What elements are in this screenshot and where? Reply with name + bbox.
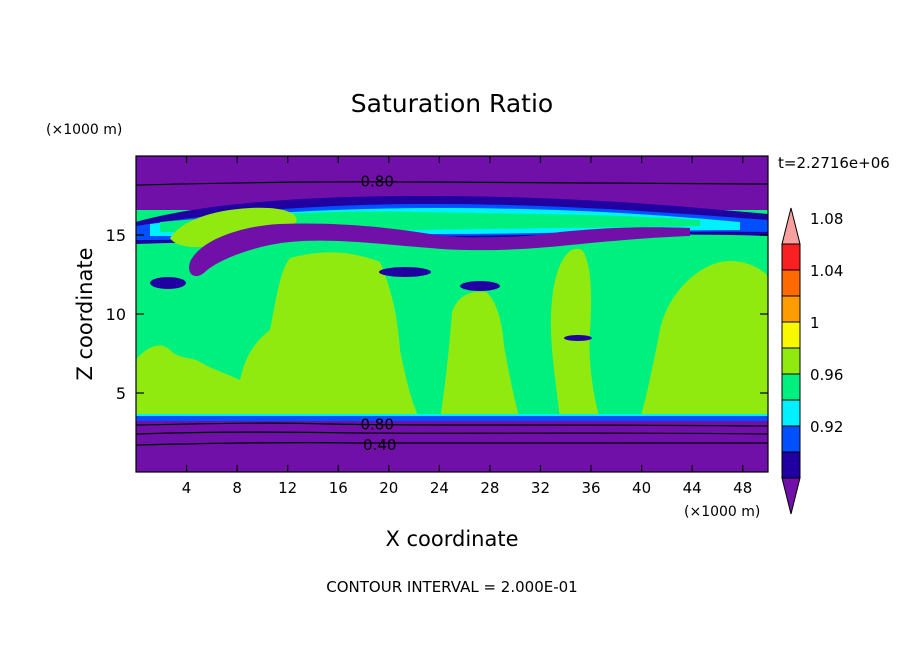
contour-label: 0.80	[360, 172, 393, 190]
contour-line-lower-a	[136, 422, 768, 427]
x-unit-label: (×1000 m)	[684, 504, 760, 520]
region-dry-band	[189, 223, 690, 277]
colorbar-label: 0.92	[810, 418, 843, 436]
y-unit-label: (×1000 m)	[46, 122, 122, 138]
x-tick-label: 16	[329, 479, 348, 497]
colorbar-label: 1	[810, 314, 820, 332]
region-boundary-edge-blue	[136, 416, 768, 421]
region-blob-left	[150, 277, 186, 289]
colorbar: 0.92 0.96 1 1.04 1.08	[781, 207, 843, 515]
contour-label: 0.40	[363, 436, 396, 454]
plot-area	[136, 156, 768, 472]
contour-line-upper	[136, 181, 768, 186]
y-tick-label: 5	[116, 384, 126, 403]
x-tick-label: 8	[232, 479, 242, 497]
x-tick-label: 28	[480, 479, 499, 497]
time-label: t=2.2716e+06	[778, 154, 890, 172]
region-upper-left-patch	[170, 207, 297, 248]
contour-line-lower-b	[136, 431, 768, 435]
colorbar-swatch	[781, 269, 801, 297]
x-tick-label: 48	[733, 479, 752, 497]
colorbar-label: 0.96	[810, 366, 843, 384]
region-blob-right	[460, 281, 500, 291]
colorbar-swatch	[781, 399, 801, 427]
y-axis-label: Z coordinate	[73, 247, 97, 380]
y-tick-label: 10	[106, 305, 126, 324]
colorbar-label: 1.08	[810, 210, 843, 228]
colorbar-swatch	[781, 451, 801, 479]
y-tick-label: 15	[106, 226, 126, 245]
x-tick-label: 36	[581, 479, 600, 497]
x-tick-label: 20	[379, 479, 398, 497]
colorbar-label: 1.04	[810, 262, 843, 280]
colorbar-swatch	[781, 295, 801, 323]
contour-interval-note: CONTOUR INTERVAL = 2.000E-01	[326, 578, 577, 596]
colorbar-swatch	[781, 373, 801, 401]
region-blob-mid	[379, 267, 431, 277]
x-axis-label: X coordinate	[385, 527, 518, 551]
colorbar-over-triangle	[781, 207, 801, 245]
colorbar-swatch	[781, 321, 801, 349]
colorbar-swatch	[781, 243, 801, 271]
region-boundary-edge-cyan	[136, 414, 768, 416]
colorbar-swatch	[781, 347, 801, 375]
contour-label: 0.80	[360, 416, 393, 434]
x-tick-label: 40	[632, 479, 651, 497]
colorbar-under-triangle	[781, 477, 801, 515]
contour-line-lower-c	[136, 442, 768, 446]
region-blob-small	[564, 335, 592, 341]
x-tick-label: 24	[430, 479, 449, 497]
x-tick-label: 44	[683, 479, 702, 497]
x-tick-label: 32	[531, 479, 550, 497]
colorbar-swatch	[781, 425, 801, 453]
x-tick-label: 4	[182, 479, 192, 497]
region-mid-columns	[240, 389, 340, 420]
x-tick-label: 12	[278, 479, 297, 497]
region-columns	[136, 248, 768, 420]
chart-title: Saturation Ratio	[351, 89, 553, 118]
